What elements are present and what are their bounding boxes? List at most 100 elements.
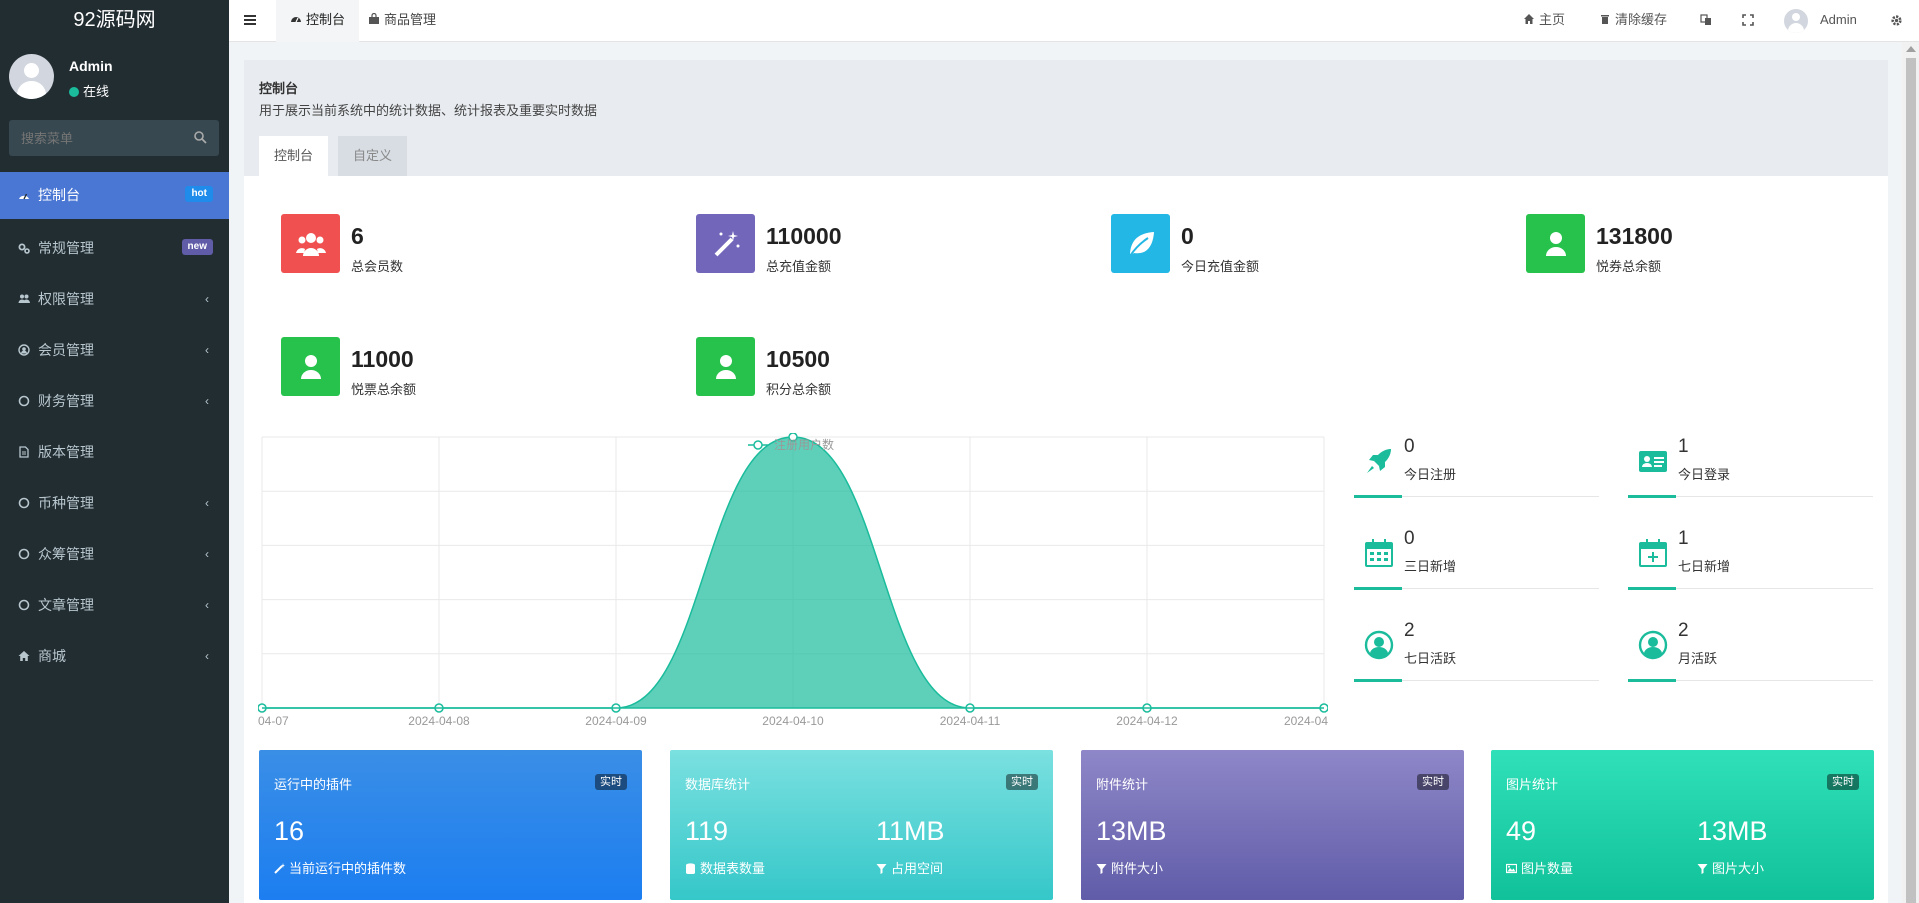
- sidebar-item[interactable]: 版本管理: [0, 427, 229, 478]
- menu-toggle-icon[interactable]: [243, 13, 257, 27]
- page-scrollbar[interactable]: [1902, 42, 1919, 903]
- stat-label: 积分总余额: [766, 382, 832, 397]
- sidebar-item[interactable]: 文章管理 ‹: [0, 580, 229, 631]
- sidebar-item[interactable]: 会员管理 ‹: [0, 325, 229, 376]
- fullscreen-icon[interactable]: [1742, 14, 1754, 26]
- realtime-badge: 实时: [1827, 774, 1859, 790]
- chevron-left-icon: ‹: [205, 343, 209, 357]
- card-subtitle: 图片数量: [1506, 858, 1573, 877]
- card-subtitle: 图片大小: [1697, 858, 1764, 877]
- accent-bar: [1628, 495, 1676, 498]
- database-icon: [686, 863, 695, 874]
- sidebar-item-label: 控制台: [38, 187, 80, 203]
- divider: [1354, 496, 1599, 497]
- card-title: 数据库统计: [685, 777, 751, 792]
- chevron-left-icon: ‹: [205, 598, 209, 612]
- sidebar-item[interactable]: 控制台 hot: [0, 172, 229, 219]
- home-link[interactable]: 主页: [1523, 0, 1565, 42]
- panel-tab-custom[interactable]: 自定义: [338, 136, 408, 176]
- activity-stat: 1 七日新增: [1628, 526, 1873, 611]
- card-subtitle-label: 图片大小: [1712, 861, 1765, 876]
- x-tick-label: 2024-04-12: [1116, 714, 1178, 728]
- stat-icon-box: [1526, 214, 1585, 273]
- panel-tab-dashboard[interactable]: 控制台: [259, 136, 329, 176]
- accent-bar: [1354, 495, 1402, 498]
- scroll-thumb[interactable]: [1906, 58, 1916, 903]
- dashboard-icon: [291, 17, 301, 23]
- accent-bar: [1354, 679, 1402, 682]
- summary-card: 图片统计 实时 49 图片数量 13MB 图片大小: [1491, 750, 1874, 900]
- clear-cache-label: 清除缓存: [1615, 12, 1668, 27]
- app-logo[interactable]: 92源码网: [0, 0, 229, 42]
- sidebar-item[interactable]: 常规管理 new: [0, 223, 229, 274]
- top-user-avatar[interactable]: [1784, 9, 1808, 33]
- leaf-icon: [1129, 232, 1154, 257]
- sidebar-item[interactable]: 币种管理 ‹: [0, 478, 229, 529]
- stat-value: 6: [351, 223, 364, 249]
- page-title: 控制台: [259, 81, 299, 96]
- tab-label: 商品管理: [384, 12, 437, 27]
- activity-label: 今日注册: [1404, 467, 1457, 482]
- card-subtitle-label: 当前运行中的插件数: [289, 861, 407, 876]
- sidebar-item[interactable]: 商城 ‹: [0, 631, 229, 682]
- accent-bar: [1354, 587, 1402, 590]
- cogs-icon: [18, 243, 30, 254]
- sidebar-item-label: 商城: [38, 648, 66, 664]
- user-name: Admin: [69, 58, 113, 74]
- stat-value: 131800: [1596, 223, 1673, 249]
- summary-card: 数据库统计 实时 119 数据表数量 11MB 占用空间: [670, 750, 1053, 900]
- circle-icon: [18, 395, 30, 407]
- tab-label: 控制台: [306, 12, 346, 27]
- translate-icon[interactable]: [1700, 14, 1712, 26]
- user-panel: Admin 在线: [0, 42, 229, 112]
- circle-icon: [18, 599, 30, 611]
- sidebar-item[interactable]: 权限管理 ‹: [0, 274, 229, 325]
- settings-gear-icon[interactable]: [1890, 14, 1903, 27]
- magic-wand-icon: [714, 231, 740, 257]
- stat-icon-box: [1111, 214, 1170, 273]
- top-user-name[interactable]: Admin: [1820, 12, 1857, 27]
- sidebar-item[interactable]: 财务管理 ‹: [0, 376, 229, 427]
- home-icon: [18, 651, 30, 661]
- divider: [1628, 588, 1873, 589]
- chevron-left-icon: ‹: [205, 292, 209, 306]
- card-number: 16: [274, 816, 305, 846]
- activity-label: 今日登录: [1678, 467, 1731, 482]
- search-icon[interactable]: [193, 130, 207, 144]
- clear-cache-button[interactable]: 清除缓存: [1599, 0, 1667, 42]
- filter-icon: [876, 864, 887, 874]
- legend-marker: [753, 440, 763, 450]
- accent-bar: [1628, 679, 1676, 682]
- sidebar-item-label: 版本管理: [38, 444, 94, 460]
- tab-product-management[interactable]: 商品管理: [354, 0, 450, 42]
- user-circle-icon: [18, 344, 30, 356]
- circle-icon: [18, 497, 30, 509]
- sidebar-badge: hot: [185, 186, 213, 202]
- tab-dashboard[interactable]: 控制台: [276, 0, 360, 42]
- summary-card: 附件统计 实时 13MB 附件大小: [1081, 750, 1464, 900]
- rocket-icon: [1367, 449, 1391, 473]
- card-subtitle-label: 占用空间: [891, 861, 944, 876]
- divider: [1354, 588, 1599, 589]
- chevron-left-icon: ‹: [205, 496, 209, 510]
- card-subtitle-label: 图片数量: [1521, 861, 1574, 876]
- x-tick-label: 2024-04-08: [408, 714, 470, 728]
- scroll-up-arrow-icon[interactable]: [1906, 46, 1916, 52]
- trash-icon: [1601, 15, 1609, 24]
- sidebar-item[interactable]: 众筹管理 ‹: [0, 529, 229, 580]
- sidebar-badge: new: [181, 239, 213, 255]
- stat-value: 10500: [766, 346, 830, 372]
- x-tick-label: 2024-04-10: [762, 714, 824, 728]
- card-subtitle: 数据表数量: [685, 858, 765, 877]
- search-input[interactable]: [9, 120, 179, 156]
- group-icon: [18, 294, 30, 303]
- chevron-left-icon: ‹: [205, 547, 209, 561]
- page-description: 用于展示当前系统中的统计数据、统计报表及重要实时数据: [259, 103, 598, 118]
- sidebar-menu: 控制台 hot 常规管理 new 权限管理 ‹ 会员管理 ‹ 财务管理 ‹ 版本管理币种管理 ‹ 众筹管…: [0, 172, 229, 682]
- divider: [1354, 680, 1599, 681]
- calendar-plus-icon: [1639, 539, 1667, 567]
- card-number: 119: [685, 816, 729, 846]
- divider: [1628, 680, 1873, 681]
- user-icon: [1546, 232, 1566, 256]
- top-navbar: 控制台 商品管理 主页 清除缓存 Admin: [229, 0, 1919, 42]
